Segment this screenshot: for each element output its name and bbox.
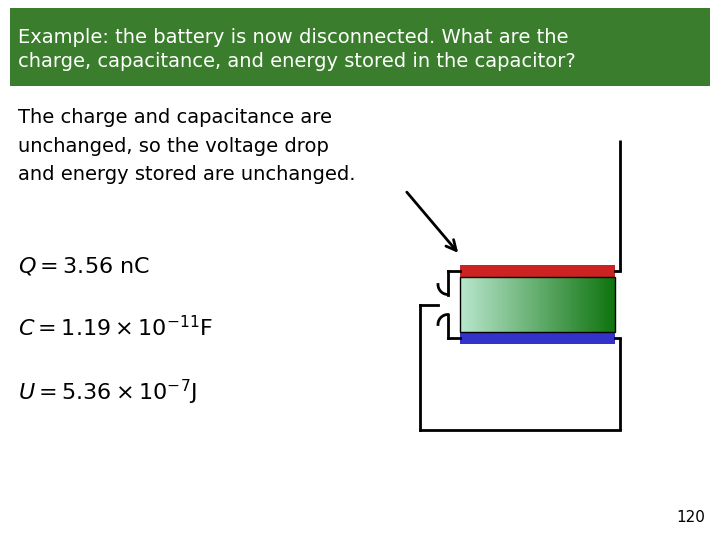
Text: $Q = 3.56\ \mathrm{nC}$: $Q = 3.56\ \mathrm{nC}$ bbox=[18, 255, 150, 277]
Bar bbox=[469, 277, 472, 332]
Bar bbox=[513, 277, 515, 332]
Bar bbox=[592, 277, 595, 332]
Bar bbox=[528, 277, 531, 332]
Bar bbox=[536, 277, 539, 332]
Bar bbox=[576, 277, 579, 332]
Bar bbox=[598, 277, 600, 332]
Bar bbox=[555, 277, 558, 332]
Bar bbox=[503, 277, 505, 332]
Bar bbox=[516, 277, 519, 332]
Bar bbox=[10, 8, 710, 86]
Bar bbox=[600, 277, 602, 332]
Bar bbox=[584, 277, 587, 332]
Bar bbox=[460, 277, 615, 332]
Bar bbox=[611, 277, 614, 332]
Bar bbox=[613, 277, 616, 332]
Bar bbox=[510, 277, 513, 332]
Bar bbox=[524, 277, 526, 332]
Bar bbox=[595, 277, 598, 332]
Bar bbox=[460, 265, 615, 277]
Bar bbox=[477, 277, 480, 332]
Bar bbox=[567, 277, 570, 332]
Bar bbox=[559, 277, 562, 332]
Text: charge, capacitance, and energy stored in the capacitor?: charge, capacitance, and energy stored i… bbox=[18, 52, 576, 71]
Bar bbox=[475, 277, 478, 332]
Bar bbox=[462, 277, 464, 332]
Bar bbox=[551, 277, 554, 332]
Bar bbox=[531, 277, 534, 332]
Bar bbox=[572, 277, 575, 332]
Bar bbox=[522, 277, 525, 332]
Bar bbox=[538, 277, 540, 332]
Bar bbox=[553, 277, 556, 332]
Bar bbox=[493, 277, 495, 332]
Bar bbox=[466, 277, 469, 332]
Bar bbox=[480, 277, 482, 332]
Bar bbox=[497, 277, 500, 332]
Bar bbox=[586, 277, 589, 332]
Bar bbox=[491, 277, 494, 332]
Bar bbox=[499, 277, 502, 332]
Bar bbox=[603, 277, 606, 332]
Bar bbox=[505, 277, 508, 332]
Bar bbox=[561, 277, 564, 332]
Text: $C = 1.19\times10^{-11}\mathrm{F}$: $C = 1.19\times10^{-11}\mathrm{F}$ bbox=[18, 315, 213, 340]
Bar bbox=[495, 277, 498, 332]
Bar bbox=[570, 277, 573, 332]
Bar bbox=[606, 277, 608, 332]
Bar bbox=[563, 277, 565, 332]
Bar bbox=[609, 277, 612, 332]
Bar bbox=[520, 277, 523, 332]
Bar bbox=[575, 277, 577, 332]
Bar bbox=[607, 277, 610, 332]
Bar bbox=[588, 277, 590, 332]
Bar bbox=[526, 277, 528, 332]
Bar bbox=[514, 277, 517, 332]
Bar bbox=[487, 277, 490, 332]
Text: $U = 5.36\times10^{-7}\mathrm{J}$: $U = 5.36\times10^{-7}\mathrm{J}$ bbox=[18, 378, 197, 407]
Bar bbox=[594, 277, 596, 332]
Bar bbox=[508, 277, 511, 332]
Bar bbox=[472, 277, 474, 332]
Bar bbox=[549, 277, 552, 332]
Bar bbox=[468, 277, 470, 332]
Text: 120: 120 bbox=[676, 510, 705, 525]
Bar bbox=[557, 277, 559, 332]
Bar bbox=[544, 277, 546, 332]
Bar bbox=[518, 277, 521, 332]
Bar bbox=[534, 277, 536, 332]
Bar bbox=[460, 332, 615, 344]
Bar bbox=[506, 277, 509, 332]
Text: Example: the battery is now disconnected. What are the: Example: the battery is now disconnected… bbox=[18, 28, 569, 47]
Text: The charge and capacitance are
unchanged, so the voltage drop
and energy stored : The charge and capacitance are unchanged… bbox=[18, 108, 356, 185]
Bar bbox=[590, 277, 593, 332]
Bar bbox=[541, 277, 544, 332]
Bar bbox=[578, 277, 581, 332]
Bar bbox=[500, 277, 503, 332]
Bar bbox=[530, 277, 533, 332]
Bar bbox=[580, 277, 583, 332]
Bar bbox=[485, 277, 488, 332]
Bar bbox=[569, 277, 571, 332]
Bar bbox=[539, 277, 542, 332]
Bar bbox=[489, 277, 492, 332]
Bar bbox=[547, 277, 550, 332]
Bar bbox=[545, 277, 548, 332]
Bar bbox=[464, 277, 467, 332]
Bar bbox=[481, 277, 484, 332]
Bar bbox=[564, 277, 567, 332]
Bar bbox=[483, 277, 486, 332]
Bar bbox=[582, 277, 585, 332]
Bar bbox=[601, 277, 604, 332]
Bar bbox=[474, 277, 477, 332]
Bar bbox=[460, 277, 463, 332]
